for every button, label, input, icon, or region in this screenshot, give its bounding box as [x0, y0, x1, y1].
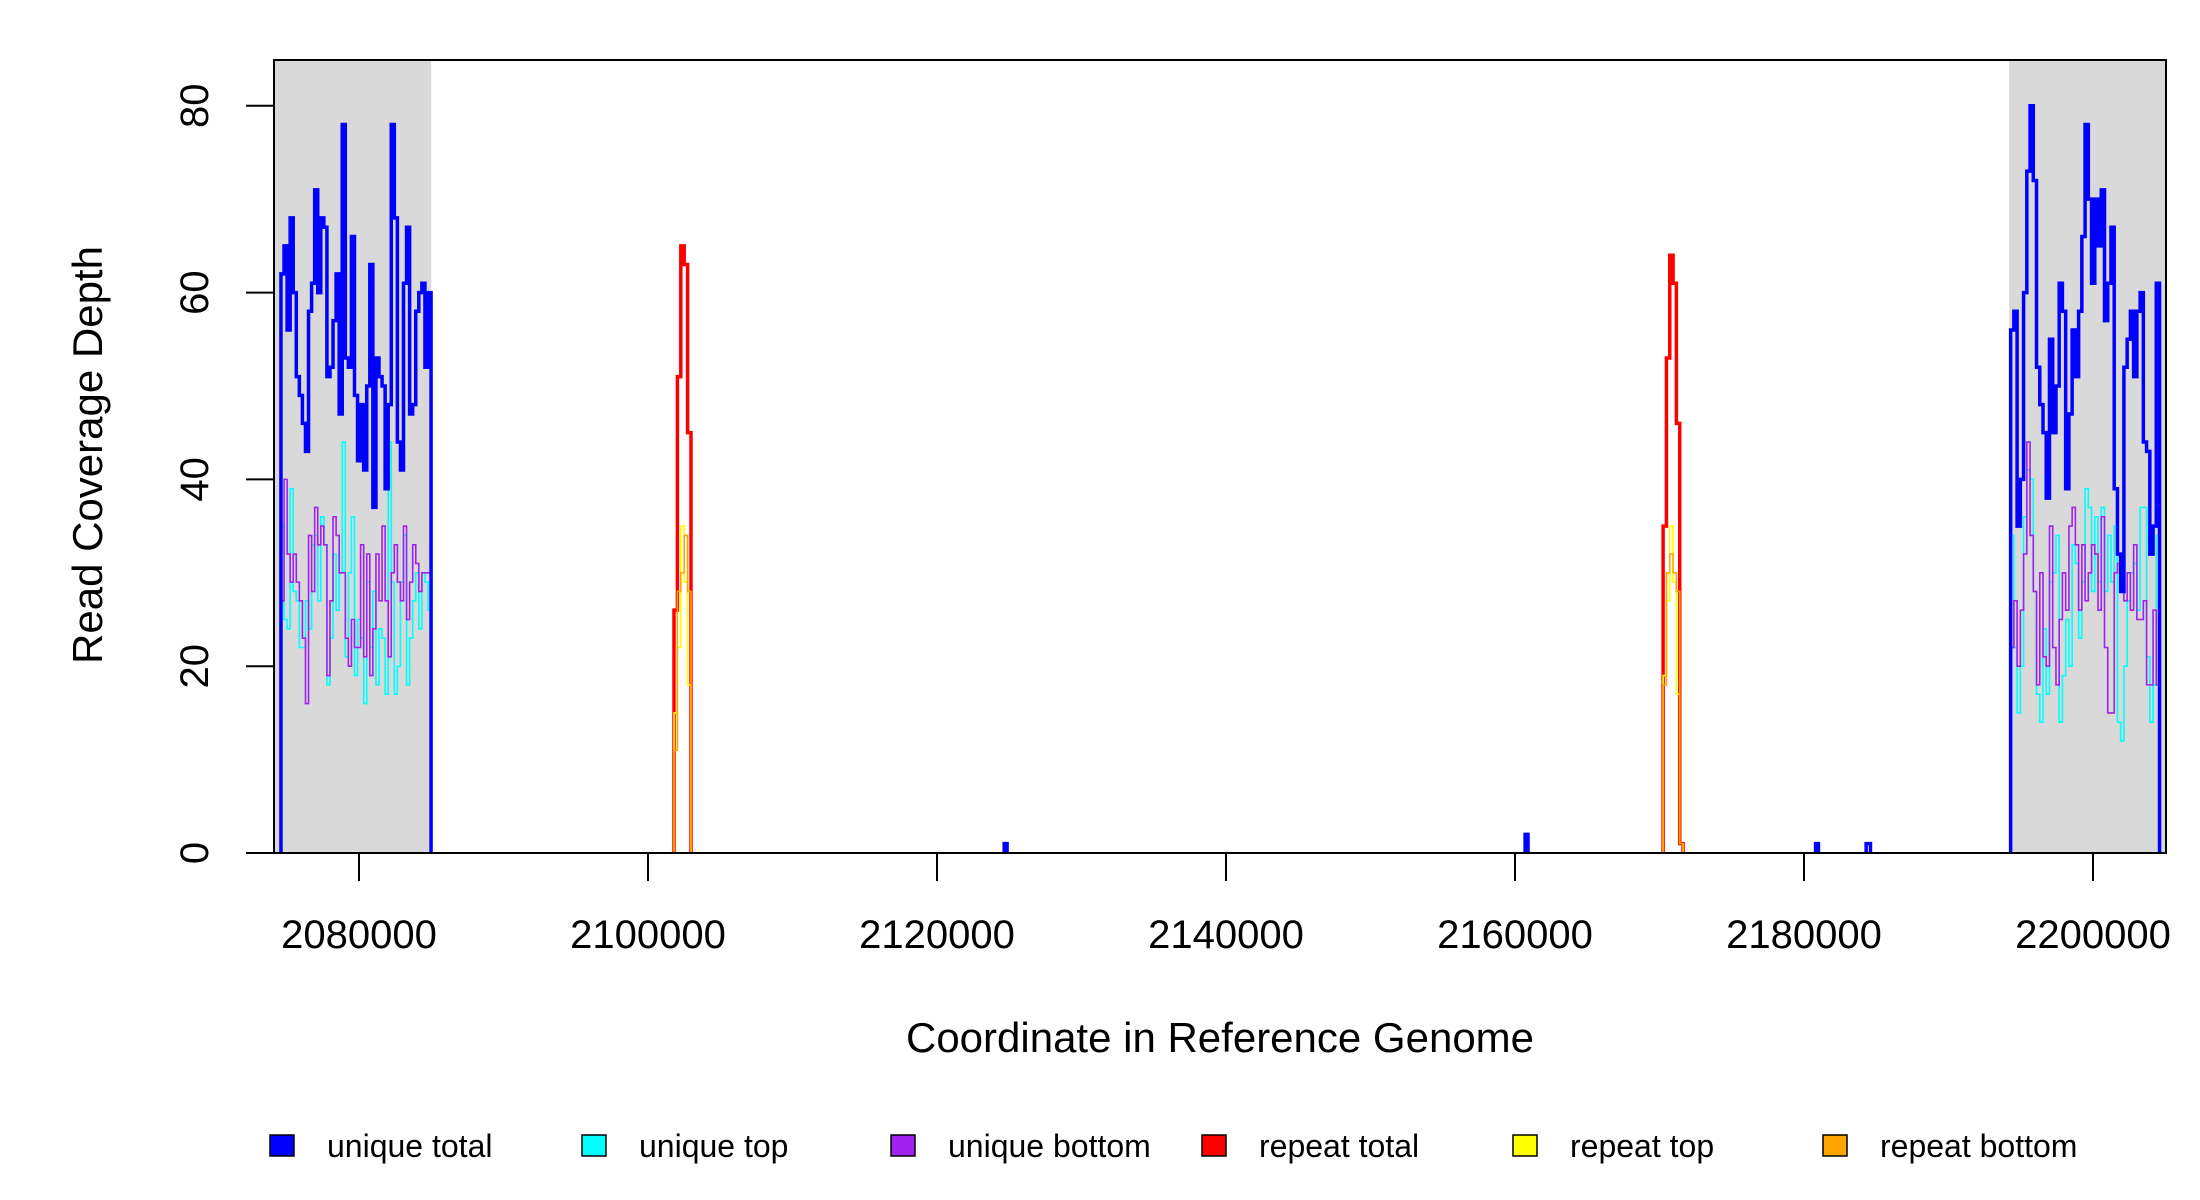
x-tick-label: 2120000 — [859, 913, 1015, 957]
plot-frame — [273, 59, 2167, 854]
legend-label-unique-top: unique top — [639, 1128, 788, 1164]
y-tick-label: 60 — [173, 270, 217, 315]
y-tick-label: 40 — [173, 457, 217, 502]
series-line-unique-total — [1523, 832, 1530, 853]
series-line-repeat-total — [672, 244, 693, 853]
series-line-unique-total — [2008, 104, 2162, 853]
series-lines — [279, 104, 2162, 854]
series-line-repeat-bottom — [673, 534, 692, 853]
x-tick-label: 2080000 — [281, 913, 437, 957]
legend-label-unique-bottom: unique bottom — [948, 1128, 1151, 1164]
x-tick-label: 2160000 — [1437, 913, 1593, 957]
shaded-regions — [274, 60, 2166, 853]
legend-swatch-repeat-top — [1512, 1134, 1538, 1157]
series-line-unique-top — [280, 441, 432, 853]
series-line-unique-total — [1813, 841, 1821, 853]
y-axis-title: Read Coverage Depth — [64, 246, 111, 664]
x-tick-label: 2100000 — [570, 913, 726, 957]
x-axis-title: Coordinate in Reference Genome — [906, 1014, 1534, 1061]
series-line-unique-bottom — [2009, 441, 2161, 853]
series-line-unique-total — [279, 122, 433, 853]
series-line-unique-bottom — [280, 478, 432, 853]
legend-label-repeat-total: repeat total — [1259, 1128, 1419, 1164]
y-tick-label: 80 — [173, 84, 217, 129]
shaded-region — [274, 60, 432, 853]
legend-swatch-unique-total — [269, 1134, 295, 1157]
series-line-unique-total — [1002, 841, 1009, 853]
x-tick-label: 2180000 — [1726, 913, 1882, 957]
legend-swatch-repeat-bottom — [1822, 1134, 1848, 1157]
series-line-unique-total — [1864, 841, 1873, 853]
legend-swatch-unique-bottom — [890, 1134, 916, 1157]
y-tick-label: 0 — [173, 842, 217, 864]
y-tick-label: 20 — [173, 644, 217, 689]
legend-label-unique-total: unique total — [327, 1128, 492, 1164]
legend-swatch-unique-top — [581, 1134, 607, 1157]
x-tick-label: 2140000 — [1148, 913, 1304, 957]
legend: unique total unique top unique bottom repea… — [269, 1128, 2077, 1164]
legend-label-repeat-top: repeat top — [1570, 1128, 1714, 1164]
legend-label-repeat-bottom: repeat bottom — [1880, 1128, 2077, 1164]
legend-swatch-repeat-total — [1201, 1134, 1227, 1157]
x-tick-label: 2200000 — [2015, 913, 2171, 957]
series-line-repeat-bottom — [1662, 553, 1684, 853]
y-axis: 0 20 40 60 80 — [173, 84, 275, 864]
x-axis: 2080000 2100000 2120000 2140000 2160000 21800… — [281, 852, 2171, 957]
